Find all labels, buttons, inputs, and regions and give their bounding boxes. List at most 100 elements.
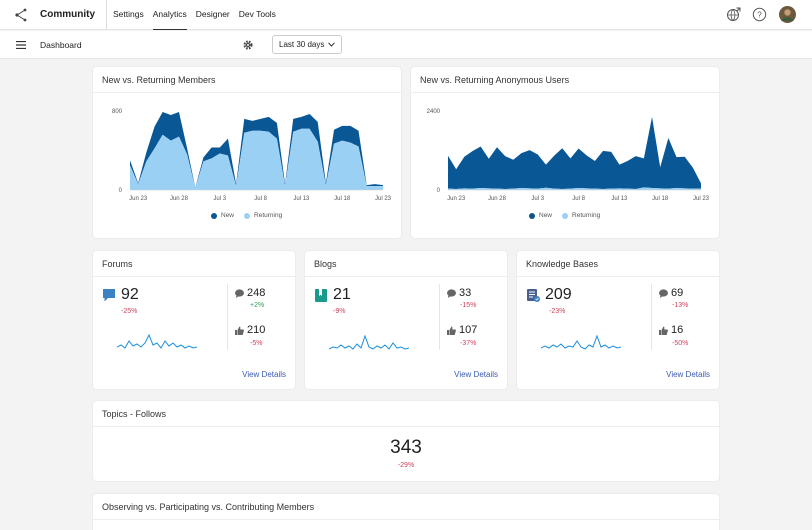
forums-likes-change: -5% [250,340,263,347]
x-tick-label: Jun 28 [170,196,189,202]
nav-designer[interactable]: Designer [195,9,230,19]
members-chart-title: New vs. Returning Members [102,75,216,85]
x-tick-label: Jul 18 [652,196,669,202]
y-tick-label: 0 [119,188,123,194]
topics-follows-count: 343 [390,437,422,458]
top-nav: Settings Analytics Designer Dev Tools [106,0,285,30]
anon-area-chart: 0 2400 Jun 23 Jun 28 Jul 3 Jul 8 Jul 13 Jul 18 J… [427,109,710,202]
series-new-area [448,116,701,190]
anon-legend: New Returning [529,212,600,219]
blogs-change: -9% [333,308,346,315]
app-name[interactable]: Community [40,9,95,20]
comment-icon [447,289,456,298]
blog-icon [315,289,327,302]
knowledge-bases-title: Knowledge Bases [526,259,599,269]
avatar[interactable] [779,6,796,23]
topics-follows-change: -29% [397,462,415,469]
anon-chart-card: New vs. Returning Anonymous Users 0 2400 J… [411,67,719,238]
chevron-down-icon [328,42,335,47]
knowledge-bases-count: 209 [545,286,572,303]
forums-change: -25% [121,308,138,315]
forums-likes-count: 210 [247,324,266,336]
thumbs-up-icon [447,326,456,335]
blogs-title: Blogs [314,259,337,269]
knowledge-bases-sparkline [541,334,621,350]
x-tick-label: Jul 23 [693,196,710,202]
legend-returning-label: Returning [572,212,601,219]
legend-new-swatch [529,212,535,219]
help-icon[interactable]: ? [752,7,767,22]
legend-new-label: New [539,212,553,219]
forums-sparkline [117,333,197,349]
thumbs-up-icon [659,326,668,335]
knowledge-bases-view-details-link[interactable]: View Details [666,370,710,379]
y-tick-label: 0 [437,188,441,194]
x-tick-label: Jul 3 [531,196,544,202]
date-range-label: Last 30 days [279,40,325,49]
nav-settings[interactable]: Settings [113,9,144,19]
forums-comments-count: 248 [247,287,266,299]
knowledge-bases-likes-change: -50% [672,340,689,347]
members-legend: New Returning [211,212,282,219]
knowledge-bases-comments-count: 69 [671,287,684,299]
blogs-sparkline [329,334,409,350]
series-new-area [130,111,383,189]
blogs-count: 21 [333,286,351,303]
top-bar: Community Settings Analytics Designer De… [0,0,812,30]
legend-returning-swatch [562,212,569,219]
divider [93,276,295,277]
comment-icon [659,289,668,298]
x-tick-label: Jul 8 [254,196,267,202]
gear-icon[interactable] [242,39,254,51]
x-tick-label: Jun 23 [129,196,148,202]
forums-view-details-link[interactable]: View Details [242,370,286,379]
knowledge-base-icon [527,289,540,302]
legend-returning-swatch [244,212,251,219]
divider [93,426,719,427]
x-tick-label: Jul 23 [375,196,392,202]
members-chart-card: New vs. Returning Members 0 800 Jun 23 Jun … [93,67,401,238]
nav-dev-tools[interactable]: Dev Tools [238,9,276,19]
blogs-view-details-link[interactable]: View Details [454,370,498,379]
breadcrumb: Dashboard [40,40,82,50]
forums-comments-change: +2% [250,302,265,309]
comment-icon [235,289,244,298]
knowledge-bases-comments-change: -13% [672,302,689,309]
legend-new-label: New [221,212,235,219]
observing-title: Observing vs. Participating vs. Contribu… [102,502,315,512]
sub-bar: Dashboard Last 30 days [0,31,812,59]
divider [93,92,401,93]
legend-returning-label: Returning [254,212,283,219]
blogs-comments-change: -15% [460,302,477,309]
blogs-likes-count: 107 [459,324,478,336]
forums-card: Forums 92 -25% 248 +2% 210 -5% View Deta… [93,251,295,389]
series-returning-area [130,128,383,190]
forums-count: 92 [121,286,139,303]
series-returning-area [448,187,701,190]
hamburger-menu-icon[interactable] [16,41,26,49]
community-logo-icon[interactable] [14,8,28,22]
x-tick-label: Jun 28 [488,196,507,202]
forum-icon [103,289,115,302]
divider [651,284,652,350]
svg-text:?: ? [757,11,762,20]
anon-chart-title: New vs. Returning Anonymous Users [420,75,570,85]
topics-follows-title: Topics - Follows [102,409,167,419]
divider [517,276,719,277]
blogs-likes-change: -37% [460,340,477,347]
members-area-chart: 0 800 Jun 23 Jun 28 Jul 3 Jul 8 Jul 13 Jul 18 Ju… [112,109,392,202]
x-tick-label: Jul 13 [293,196,310,202]
blogs-card: Blogs 21 -9% 33 -15% 107 -37% View Detai… [305,251,507,389]
globe-icon[interactable] [726,7,741,22]
y-tick-label: 800 [112,109,123,115]
divider [411,92,719,93]
date-range-dropdown[interactable]: Last 30 days [272,35,342,54]
x-tick-label: Jul 18 [334,196,351,202]
observing-card: Observing vs. Participating vs. Contribu… [93,494,719,530]
x-tick-label: Jul 8 [572,196,585,202]
nav-analytics[interactable]: Analytics [152,0,187,30]
x-tick-label: Jul 13 [611,196,628,202]
y-tick-label: 2400 [427,109,441,115]
blogs-comments-count: 33 [459,287,472,299]
divider [439,284,440,350]
